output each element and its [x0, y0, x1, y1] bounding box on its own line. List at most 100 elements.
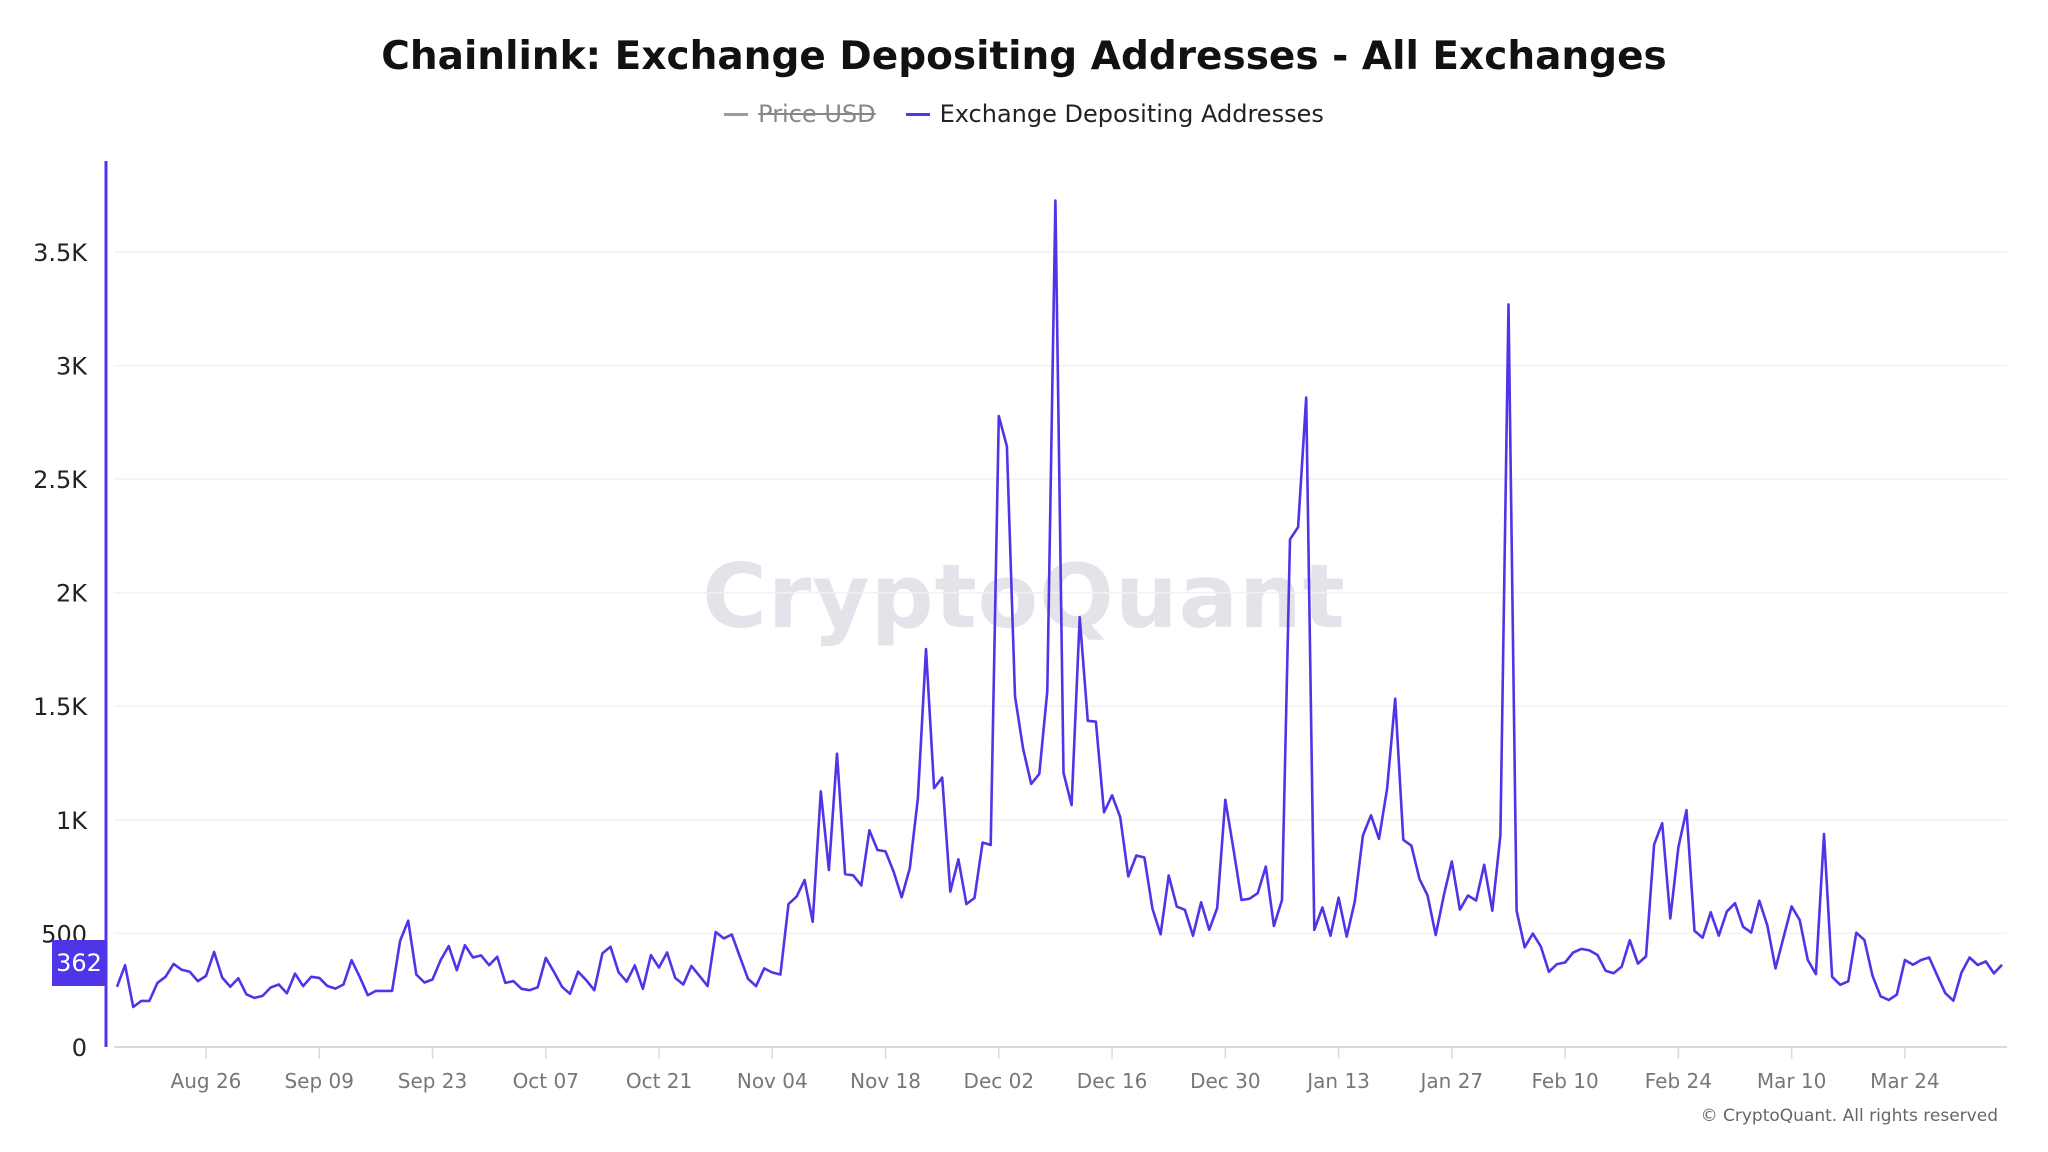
data-point[interactable] — [1181, 906, 1189, 914]
data-point[interactable] — [1246, 895, 1254, 903]
data-point[interactable] — [566, 990, 574, 998]
data-point[interactable] — [849, 871, 857, 879]
data-point[interactable] — [1852, 929, 1860, 937]
data-point[interactable] — [170, 960, 178, 968]
data-point[interactable] — [331, 985, 339, 993]
data-point[interactable] — [1359, 831, 1367, 839]
data-point[interactable] — [1238, 896, 1246, 904]
data-point[interactable] — [1480, 861, 1488, 869]
data-point[interactable] — [865, 826, 873, 834]
data-point[interactable] — [420, 978, 428, 986]
data-point[interactable] — [817, 787, 825, 795]
data-point[interactable] — [121, 961, 129, 969]
data-point[interactable] — [946, 888, 954, 896]
data-point[interactable] — [1844, 977, 1852, 985]
data-point[interactable] — [1949, 997, 1957, 1005]
data-point[interactable] — [1820, 830, 1828, 838]
data-point[interactable] — [1424, 891, 1432, 899]
data-point[interactable] — [768, 968, 776, 976]
data-point[interactable] — [1060, 769, 1068, 777]
data-point[interactable] — [1739, 923, 1747, 931]
data-point[interactable] — [1165, 871, 1173, 879]
data-point[interactable] — [841, 870, 849, 878]
data-point[interactable] — [809, 918, 817, 926]
data-point[interactable] — [1691, 927, 1699, 935]
data-point[interactable] — [1229, 845, 1237, 853]
data-point[interactable] — [412, 971, 420, 979]
data-point[interactable] — [1869, 972, 1877, 980]
data-point[interactable] — [1189, 932, 1197, 940]
data-point[interactable] — [218, 973, 226, 981]
data-point[interactable] — [582, 976, 590, 984]
data-point[interactable] — [1262, 863, 1270, 871]
data-point[interactable] — [1367, 811, 1375, 819]
data-point[interactable] — [1294, 523, 1302, 531]
data-point[interactable] — [234, 974, 242, 982]
data-point[interactable] — [1084, 717, 1092, 725]
data-point[interactable] — [1577, 945, 1585, 953]
data-point[interactable] — [1157, 930, 1165, 938]
data-point[interactable] — [720, 934, 728, 942]
data-point[interactable] — [307, 973, 315, 981]
data-point[interactable] — [784, 900, 792, 908]
data-point[interactable] — [493, 953, 501, 961]
data-point[interactable] — [1699, 934, 1707, 942]
data-point[interactable] — [590, 986, 598, 994]
data-point[interactable] — [647, 951, 655, 959]
data-point[interactable] — [1941, 989, 1949, 997]
data-point[interactable] — [857, 881, 865, 889]
data-point[interactable] — [1448, 857, 1456, 865]
data-point[interactable] — [509, 977, 517, 985]
data-point[interactable] — [1731, 899, 1739, 907]
data-point[interactable] — [1270, 922, 1278, 930]
data-point[interactable] — [574, 968, 582, 976]
data-point[interactable] — [679, 981, 687, 989]
data-point[interactable] — [1715, 932, 1723, 940]
data-point[interactable] — [712, 928, 720, 936]
data-point[interactable] — [1318, 904, 1326, 912]
data-point[interactable] — [364, 991, 372, 999]
data-point[interactable] — [1974, 961, 1982, 969]
legend-item-price-usd[interactable]: Price USD — [724, 100, 876, 128]
data-point[interactable] — [1545, 968, 1553, 976]
data-point[interactable] — [1335, 894, 1343, 902]
data-point[interactable] — [153, 979, 161, 987]
data-point[interactable] — [1666, 914, 1674, 922]
data-point[interactable] — [1901, 956, 1909, 964]
data-point[interactable] — [356, 973, 364, 981]
data-point[interactable] — [1496, 831, 1504, 839]
data-point[interactable] — [145, 997, 153, 1005]
data-point[interactable] — [1966, 953, 1974, 961]
data-point[interactable] — [1723, 907, 1731, 915]
data-point[interactable] — [615, 968, 623, 976]
data-point[interactable] — [728, 931, 736, 939]
data-point[interactable] — [469, 953, 477, 961]
data-point[interactable] — [162, 973, 170, 981]
data-point[interactable] — [315, 974, 323, 982]
data-point[interactable] — [461, 941, 469, 949]
data-point[interactable] — [687, 962, 695, 970]
data-point[interactable] — [429, 976, 437, 984]
data-point[interactable] — [1068, 801, 1076, 809]
data-point[interactable] — [1877, 992, 1885, 1000]
data-point[interactable] — [1173, 903, 1181, 911]
data-point[interactable] — [1933, 972, 1941, 980]
data-point[interactable] — [210, 948, 218, 956]
data-point[interactable] — [501, 979, 509, 987]
data-point[interactable] — [445, 942, 453, 950]
data-point[interactable] — [267, 983, 275, 991]
data-point[interactable] — [380, 987, 388, 995]
data-point[interactable] — [1553, 960, 1561, 968]
data-point[interactable] — [639, 985, 647, 993]
data-point[interactable] — [1860, 936, 1868, 944]
data-point[interactable] — [477, 951, 485, 959]
data-point[interactable] — [283, 989, 291, 997]
data-point[interactable] — [882, 847, 890, 855]
data-point[interactable] — [1610, 969, 1618, 977]
data-point[interactable] — [178, 966, 186, 974]
data-point[interactable] — [1213, 904, 1221, 912]
data-point[interactable] — [1432, 931, 1440, 939]
data-point[interactable] — [1043, 687, 1051, 695]
data-point[interactable] — [194, 977, 202, 985]
data-point[interactable] — [1585, 946, 1593, 954]
